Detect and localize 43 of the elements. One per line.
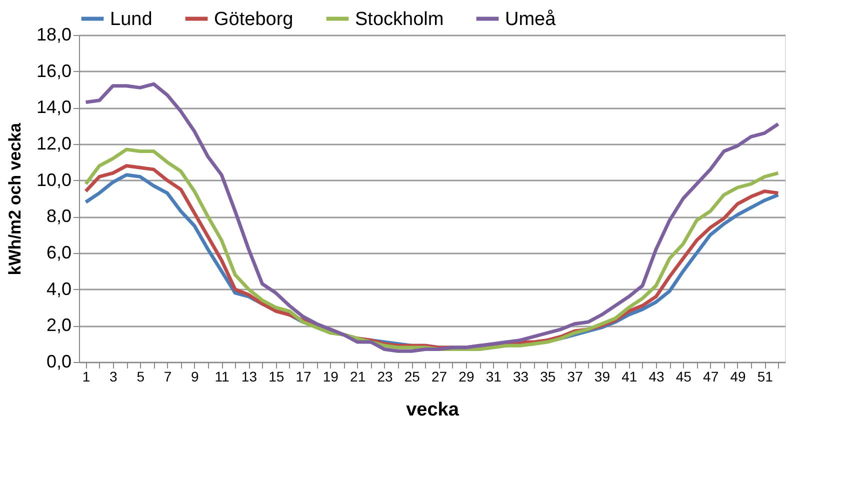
x-tick-label: 45 — [676, 368, 692, 384]
x-tick-label: 23 — [377, 368, 393, 384]
x-tick-label: 3 — [110, 368, 118, 384]
x-tick-label: 41 — [622, 368, 638, 384]
y-tick-label: 12,0 — [36, 134, 72, 154]
y-tick-label: 8,0 — [46, 206, 72, 226]
y-tick-label: 18,0 — [36, 24, 72, 44]
x-tick-label: 31 — [486, 368, 502, 384]
x-tick-label: 29 — [458, 368, 474, 384]
y-tick-label: 14,0 — [36, 97, 72, 118]
x-tick-label: 51 — [757, 368, 774, 384]
x-tick-label: 15 — [268, 368, 284, 384]
x-tick-label: 21 — [350, 368, 366, 384]
legend-label: Stockholm — [355, 8, 444, 30]
x-tick-label: 49 — [730, 368, 746, 384]
x-tick-label: 1 — [82, 368, 90, 384]
x-axis-title: vecka — [406, 400, 460, 420]
x-tick-label: 37 — [567, 368, 584, 384]
x-tick-label: 27 — [432, 368, 448, 384]
y-axis-title: kWh/m2 och vecka — [5, 122, 24, 276]
legend-label: Umeå — [505, 8, 556, 30]
y-tick-label: 10,0 — [36, 170, 72, 190]
x-tick-label: 39 — [594, 368, 610, 384]
y-tick-label: 4,0 — [46, 278, 72, 299]
x-tick-label: 5 — [136, 368, 145, 384]
line-series — [84, 82, 780, 353]
x-tick-label: 47 — [703, 368, 719, 384]
x-tick-label: 7 — [164, 368, 172, 384]
legend-label: Göteborg — [214, 8, 294, 30]
x-tick-label: 33 — [512, 368, 529, 384]
legend-label: Lund — [110, 8, 152, 30]
y-tick-label: 16,0 — [36, 60, 72, 81]
x-tick-label: 11 — [214, 368, 230, 384]
x-tick-label: 19 — [322, 368, 339, 384]
x-tick-label: 35 — [540, 368, 556, 384]
y-tick-label: 2,0 — [46, 315, 72, 336]
x-tick-label: 9 — [191, 368, 200, 384]
y-tick-label: 6,0 — [46, 242, 72, 262]
x-tick-label: 17 — [296, 368, 312, 384]
x-tick-label: 13 — [241, 368, 258, 384]
x-tick-label: 25 — [404, 368, 420, 384]
y-tick-label: 0,0 — [46, 352, 72, 372]
x-tick-label: 43 — [648, 368, 665, 384]
